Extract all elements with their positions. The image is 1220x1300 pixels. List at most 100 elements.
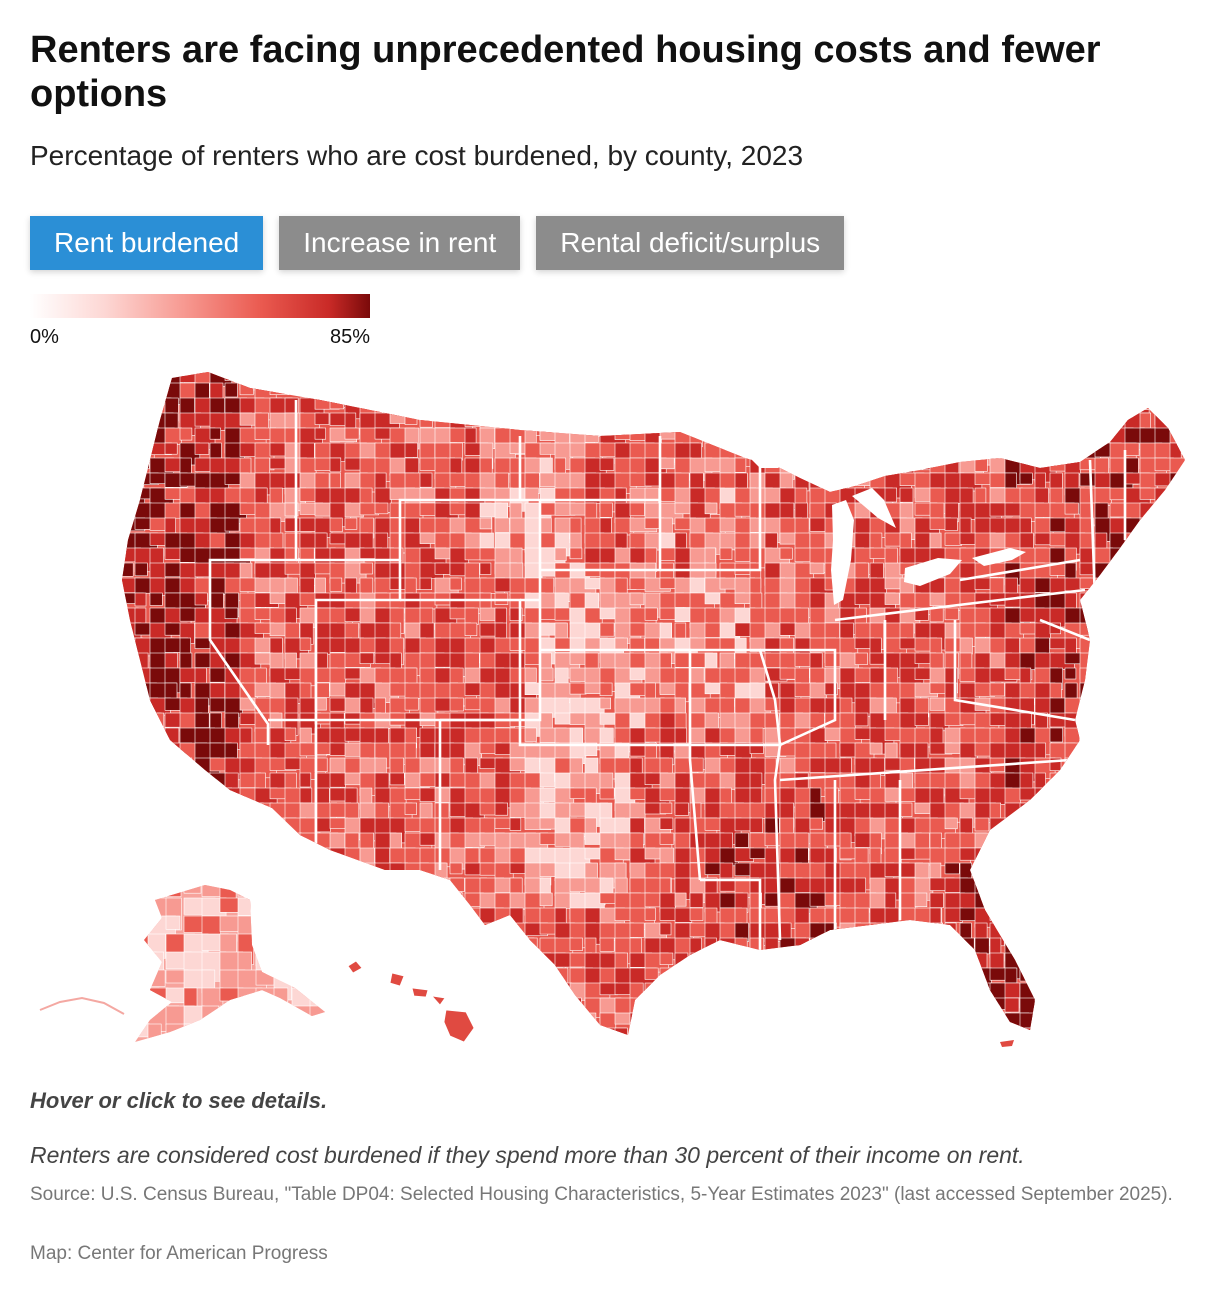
county-cell[interactable] — [914, 712, 929, 726]
county-cell[interactable] — [1064, 772, 1089, 788]
county-cell[interactable] — [569, 1012, 584, 1039]
county-cell[interactable] — [839, 368, 866, 394]
county-cell[interactable] — [309, 1023, 331, 1042]
county-cell[interactable] — [1169, 802, 1188, 822]
county-cell[interactable] — [149, 787, 163, 803]
county-cell[interactable] — [494, 937, 518, 950]
county-cell[interactable] — [134, 727, 149, 750]
county-cell[interactable] — [509, 892, 527, 910]
county-cell[interactable] — [1094, 637, 1110, 650]
county-cell[interactable] — [1154, 802, 1177, 814]
county-cell[interactable] — [659, 382, 687, 406]
county-cell[interactable] — [359, 892, 373, 915]
county-cell[interactable] — [944, 397, 961, 419]
county-cell[interactable] — [419, 742, 436, 758]
county-cell[interactable] — [854, 382, 875, 408]
county-cell[interactable] — [1139, 877, 1153, 891]
tab-increase-in-rent[interactable]: Increase in rent — [279, 216, 521, 270]
county-cell[interactable] — [824, 442, 846, 454]
county-cell[interactable] — [854, 457, 882, 482]
county-cell[interactable] — [884, 397, 912, 419]
county-cell[interactable] — [291, 897, 323, 930]
county-cell[interactable] — [1094, 907, 1119, 927]
county-cell[interactable] — [1139, 667, 1160, 681]
county-cell[interactable] — [689, 382, 715, 404]
county-cell[interactable] — [1169, 757, 1186, 780]
county-cell[interactable] — [779, 637, 794, 655]
county-cell[interactable] — [344, 622, 359, 639]
county-cell[interactable] — [884, 997, 899, 1026]
county-cell[interactable] — [344, 922, 365, 944]
county-cell[interactable] — [1139, 757, 1155, 778]
county-cell[interactable] — [165, 1023, 196, 1048]
county-cell[interactable] — [899, 382, 923, 397]
county-cell[interactable] — [284, 907, 306, 935]
county-cell[interactable] — [1154, 892, 1170, 905]
county-cell[interactable] — [599, 1012, 617, 1037]
county-cell[interactable] — [1109, 667, 1136, 689]
county-cell[interactable] — [809, 997, 830, 1025]
county-cell[interactable] — [464, 368, 485, 388]
county-cell[interactable] — [134, 892, 154, 921]
county-cell[interactable] — [284, 937, 296, 953]
county-cell[interactable] — [1154, 712, 1174, 728]
county-cell[interactable] — [674, 368, 690, 394]
county-cell[interactable] — [1094, 622, 1118, 646]
county-cell[interactable] — [1109, 607, 1136, 624]
county-cell[interactable] — [329, 967, 345, 994]
county-cell[interactable] — [120, 922, 138, 945]
county-cell[interactable] — [1154, 1027, 1167, 1048]
county-cell[interactable] — [779, 368, 792, 392]
county-cell[interactable] — [1079, 757, 1096, 782]
county-cell[interactable] — [884, 592, 900, 605]
county-cell[interactable] — [1094, 862, 1120, 884]
county-cell[interactable] — [1049, 817, 1065, 841]
county-cell[interactable] — [1124, 547, 1153, 560]
county-cell[interactable] — [449, 952, 467, 971]
county-cell[interactable] — [1019, 382, 1039, 408]
county-cell[interactable] — [629, 937, 642, 954]
county-cell[interactable] — [869, 427, 892, 453]
county-cell[interactable] — [254, 862, 267, 876]
county-cell[interactable] — [764, 982, 788, 1004]
county-cell[interactable] — [674, 397, 696, 425]
county-cell[interactable] — [1004, 787, 1021, 804]
county-cell[interactable] — [974, 382, 996, 397]
county-cell[interactable] — [584, 1012, 597, 1032]
county-cell[interactable] — [179, 847, 197, 873]
county-cell[interactable] — [839, 982, 855, 1009]
county-cell[interactable] — [479, 982, 508, 1007]
county-cell[interactable] — [194, 712, 210, 728]
county-cell[interactable] — [389, 368, 410, 382]
county-cell[interactable] — [539, 787, 558, 803]
county-cell[interactable] — [269, 892, 296, 915]
county-cell[interactable] — [1094, 952, 1114, 978]
county-cell[interactable] — [219, 1005, 234, 1037]
county-cell[interactable] — [194, 442, 210, 455]
county-cell[interactable] — [120, 817, 133, 838]
county-cell[interactable] — [239, 1027, 262, 1041]
county-cell[interactable] — [569, 682, 587, 695]
county-cell[interactable] — [1139, 592, 1162, 612]
county-cell[interactable] — [239, 802, 264, 828]
county-cell[interactable] — [1034, 412, 1053, 432]
county-cell[interactable] — [149, 802, 162, 814]
county-cell[interactable] — [1109, 862, 1135, 879]
county-cell[interactable] — [149, 877, 170, 900]
county-cell[interactable] — [539, 772, 555, 788]
county-cell[interactable] — [1109, 502, 1126, 518]
county-cell[interactable] — [299, 382, 318, 396]
county-cell[interactable] — [1139, 1027, 1158, 1041]
county-cell[interactable] — [147, 1023, 162, 1040]
county-cell[interactable] — [120, 757, 143, 781]
county-cell[interactable] — [449, 937, 475, 965]
county-cell[interactable] — [179, 427, 193, 441]
county-cell[interactable] — [419, 907, 445, 929]
county-cell[interactable] — [1034, 892, 1057, 919]
county-cell[interactable] — [689, 412, 707, 436]
county-cell[interactable] — [359, 877, 374, 893]
county-cell[interactable] — [1109, 832, 1121, 860]
county-cell[interactable] — [1184, 487, 1200, 505]
county-cell[interactable] — [374, 997, 387, 1009]
county-cell[interactable] — [1034, 877, 1057, 905]
